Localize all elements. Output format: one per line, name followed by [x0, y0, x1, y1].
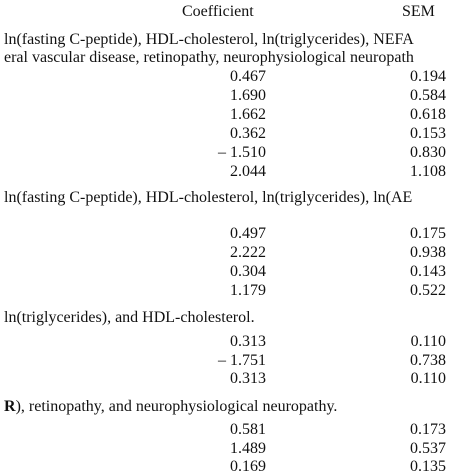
- sem-cell: 0.938: [410, 244, 446, 261]
- coefficient-cell: 1.690: [230, 87, 266, 104]
- coefficient-cell: 0.467: [230, 68, 266, 85]
- sem-cell: 0.194: [410, 68, 446, 85]
- sem-cell: 0.537: [410, 439, 446, 457]
- sem-cell: 0.738: [410, 351, 446, 369]
- section-label-text: ), retinopathy, and neurophysiological n…: [15, 398, 338, 415]
- sem-cell: 0.618: [410, 106, 446, 123]
- sem-cell: 0.173: [410, 421, 446, 438]
- sem-cell: 0.153: [410, 125, 446, 142]
- sem-cell: 1.108: [410, 163, 446, 180]
- coefficient-cell: 0.313: [230, 333, 266, 350]
- sem-cell: 0.110: [410, 333, 446, 350]
- section-label-bold: R: [4, 398, 16, 415]
- section-label: ln(fasting C-peptide), HDL-cholesterol, …: [4, 189, 413, 206]
- section-label: eral vascular disease, retinopathy, neur…: [4, 49, 414, 66]
- sem-cell: 0.522: [410, 282, 446, 299]
- sem-cell: 0.175: [410, 225, 446, 242]
- section-label: ln(triglycerides), and HDL-cholesterol.: [4, 309, 255, 326]
- section-label: R), retinopathy, and neurophysiological …: [4, 398, 337, 416]
- section-label: ln(fasting C-peptide), HDL-cholesterol, …: [4, 31, 414, 48]
- coefficient-cell: 2.044: [230, 163, 266, 180]
- coefficient-cell: 0.362: [230, 125, 266, 142]
- coefficient-cell: 1.179: [230, 282, 266, 299]
- coefficient-cell: 0.169: [230, 458, 266, 474]
- sem-cell: 0.110: [410, 370, 446, 387]
- coefficient-cell: 0.304: [230, 263, 266, 280]
- coefficient-cell: 0.497: [230, 225, 266, 242]
- coefficient-cell: 1.662: [230, 106, 266, 123]
- coefficient-cell: – 1.510: [218, 144, 266, 161]
- sem-cell: 0.143: [410, 263, 446, 280]
- coefficient-cell: 0.581: [230, 421, 266, 438]
- coefficient-cell: 2.222: [230, 244, 266, 261]
- sem-cell: 0.584: [410, 87, 446, 104]
- coefficient-cell: – 1.751: [218, 351, 266, 369]
- sem-cell: 0.830: [410, 144, 446, 161]
- column-header: Coefficient: [182, 3, 254, 20]
- column-header: SEM: [402, 3, 435, 20]
- coefficient-cell: 0.313: [230, 370, 266, 387]
- coefficient-cell: 1.489: [230, 439, 266, 457]
- sem-cell: 0.135: [410, 458, 446, 474]
